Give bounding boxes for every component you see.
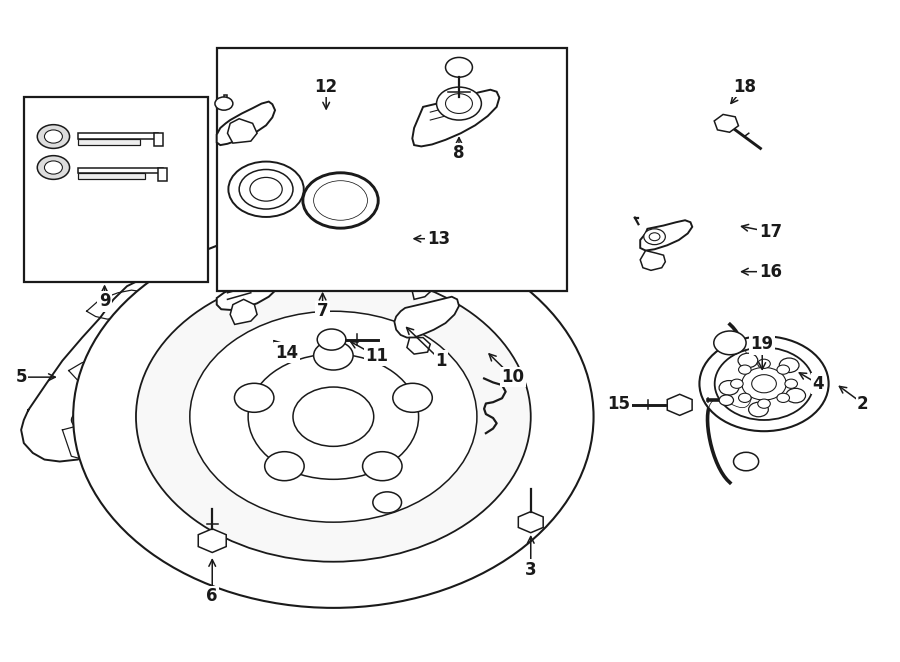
Circle shape bbox=[136, 271, 531, 562]
Circle shape bbox=[714, 331, 746, 355]
Polygon shape bbox=[158, 167, 167, 181]
Text: 4: 4 bbox=[812, 375, 824, 393]
Polygon shape bbox=[224, 95, 228, 108]
Polygon shape bbox=[228, 118, 257, 143]
Text: 12: 12 bbox=[315, 78, 338, 96]
Text: 11: 11 bbox=[364, 347, 388, 365]
Circle shape bbox=[229, 162, 304, 217]
Polygon shape bbox=[412, 90, 500, 146]
Circle shape bbox=[752, 375, 777, 393]
Circle shape bbox=[248, 354, 418, 479]
Circle shape bbox=[715, 348, 814, 420]
Polygon shape bbox=[407, 338, 430, 354]
Polygon shape bbox=[518, 512, 544, 533]
Circle shape bbox=[265, 451, 304, 481]
Polygon shape bbox=[21, 269, 224, 461]
Circle shape bbox=[363, 451, 402, 481]
Circle shape bbox=[234, 383, 274, 412]
Circle shape bbox=[293, 387, 374, 446]
Text: 7: 7 bbox=[317, 303, 328, 320]
Circle shape bbox=[738, 354, 758, 367]
Circle shape bbox=[719, 395, 733, 406]
Polygon shape bbox=[77, 133, 158, 138]
Polygon shape bbox=[640, 220, 692, 251]
Circle shape bbox=[303, 173, 378, 228]
Circle shape bbox=[73, 226, 594, 608]
Text: 8: 8 bbox=[454, 144, 464, 162]
Circle shape bbox=[734, 452, 759, 471]
Polygon shape bbox=[77, 167, 163, 173]
Circle shape bbox=[239, 169, 293, 209]
Circle shape bbox=[699, 336, 829, 431]
Circle shape bbox=[749, 402, 769, 417]
Text: 13: 13 bbox=[427, 230, 450, 248]
Bar bbox=[217, 48, 567, 291]
Circle shape bbox=[739, 365, 752, 374]
Circle shape bbox=[785, 379, 797, 389]
Circle shape bbox=[731, 379, 743, 389]
Circle shape bbox=[215, 97, 233, 110]
Circle shape bbox=[649, 233, 660, 241]
Circle shape bbox=[313, 181, 367, 220]
Circle shape bbox=[313, 341, 353, 370]
Circle shape bbox=[777, 393, 789, 402]
Text: 9: 9 bbox=[99, 293, 111, 310]
Polygon shape bbox=[715, 115, 739, 132]
Circle shape bbox=[777, 365, 789, 374]
Circle shape bbox=[317, 329, 346, 350]
Polygon shape bbox=[77, 138, 140, 145]
Text: 18: 18 bbox=[733, 78, 756, 96]
Circle shape bbox=[742, 367, 787, 400]
Polygon shape bbox=[640, 251, 665, 270]
Circle shape bbox=[446, 58, 472, 77]
Polygon shape bbox=[154, 133, 163, 146]
Circle shape bbox=[739, 393, 752, 402]
Circle shape bbox=[71, 412, 93, 428]
Circle shape bbox=[37, 156, 69, 179]
Circle shape bbox=[786, 389, 806, 403]
Text: 17: 17 bbox=[759, 223, 782, 241]
Circle shape bbox=[748, 372, 780, 396]
Circle shape bbox=[436, 87, 482, 120]
Circle shape bbox=[392, 383, 432, 412]
Text: 10: 10 bbox=[501, 368, 525, 386]
Circle shape bbox=[44, 130, 62, 143]
Circle shape bbox=[190, 311, 477, 522]
Text: 14: 14 bbox=[275, 344, 298, 361]
Polygon shape bbox=[412, 283, 432, 299]
Circle shape bbox=[37, 124, 69, 148]
Circle shape bbox=[758, 399, 770, 408]
Text: 2: 2 bbox=[857, 395, 868, 412]
Text: 3: 3 bbox=[525, 561, 536, 579]
Text: 16: 16 bbox=[759, 263, 782, 281]
Circle shape bbox=[446, 94, 472, 113]
Text: 19: 19 bbox=[751, 335, 774, 354]
Circle shape bbox=[779, 358, 799, 373]
Text: 1: 1 bbox=[436, 352, 446, 369]
Bar bbox=[23, 97, 208, 281]
Text: 5: 5 bbox=[15, 368, 27, 386]
Circle shape bbox=[644, 229, 665, 245]
Polygon shape bbox=[667, 395, 692, 415]
Circle shape bbox=[44, 161, 62, 174]
Polygon shape bbox=[198, 529, 226, 553]
Circle shape bbox=[373, 492, 401, 513]
Polygon shape bbox=[217, 275, 280, 310]
Circle shape bbox=[719, 381, 739, 395]
Circle shape bbox=[758, 359, 770, 369]
Text: 6: 6 bbox=[206, 587, 218, 605]
Polygon shape bbox=[217, 101, 275, 145]
Polygon shape bbox=[394, 297, 459, 338]
Polygon shape bbox=[230, 299, 257, 324]
Polygon shape bbox=[77, 173, 145, 179]
Circle shape bbox=[250, 177, 283, 201]
Text: 15: 15 bbox=[608, 395, 630, 412]
